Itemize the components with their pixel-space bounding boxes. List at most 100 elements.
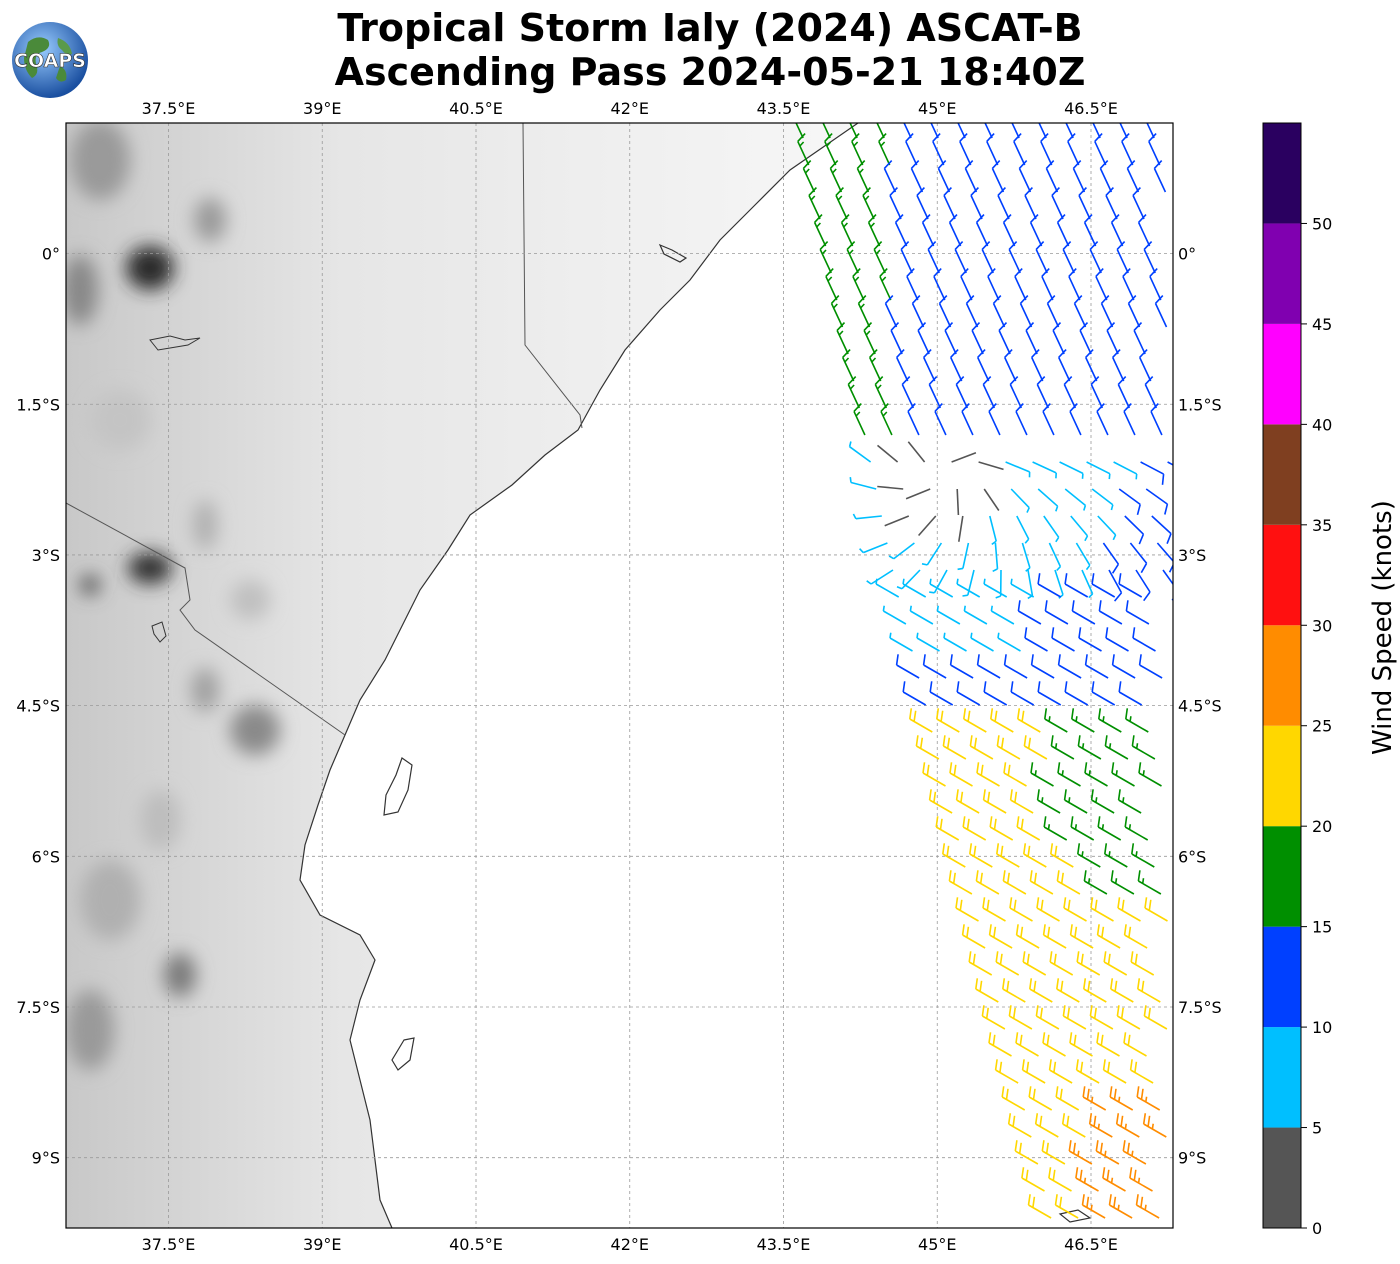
wind-barb <box>1162 569 1173 601</box>
wind-barb <box>990 605 1015 625</box>
land-shading <box>66 123 858 1228</box>
wind-barb <box>1095 268 1108 301</box>
wind-barb <box>995 569 1002 599</box>
wind-barb <box>905 133 918 166</box>
wind-barb <box>1082 1086 1107 1111</box>
lat-label-right: 9°S <box>1178 1149 1206 1168</box>
island-zanzibar <box>383 757 413 816</box>
wind-barb <box>1018 160 1032 193</box>
wind-barb <box>1124 515 1145 545</box>
wind-barb <box>987 268 1000 301</box>
wind-barb <box>1140 461 1165 485</box>
wind-barb <box>1064 573 1089 598</box>
wind-barb <box>847 376 861 409</box>
wind-barb <box>1123 1032 1147 1057</box>
wind-barb <box>1062 1005 1087 1030</box>
lat-label-left: 7.5°S <box>16 998 60 1017</box>
wind-barb <box>938 295 952 328</box>
wind-barb <box>1096 1032 1120 1057</box>
wind-barb <box>1036 376 1050 409</box>
lon-label-top: 43.5°E <box>757 99 811 118</box>
wind-barb <box>1130 951 1155 976</box>
wind-barb <box>1075 1059 1100 1084</box>
wind-barb <box>959 133 972 166</box>
colorbar-segment <box>1263 323 1301 425</box>
wind-barb <box>1096 924 1121 949</box>
wind-barb <box>1090 789 1115 814</box>
colorbar-segment <box>1263 223 1301 324</box>
wind-barb <box>849 476 877 490</box>
lat-label-right: 4.5°S <box>1178 697 1222 716</box>
wind-barb <box>1084 654 1109 679</box>
wind-barb <box>929 578 954 598</box>
wind-barb <box>901 376 915 409</box>
wind-barb <box>1125 708 1149 733</box>
wind-barb <box>911 295 925 328</box>
wind-barb <box>943 187 956 220</box>
wind-barb <box>989 515 997 546</box>
wind-barb <box>962 816 987 841</box>
wind-barb <box>1113 461 1138 480</box>
wind-barb <box>932 133 945 166</box>
wind-barb <box>894 214 908 247</box>
wind-barb <box>835 187 848 220</box>
wind-barb <box>1102 1167 1126 1192</box>
wind-barb <box>1079 322 1092 355</box>
wind-barb <box>1069 924 1094 949</box>
wind-barb <box>808 187 821 220</box>
wind-barb <box>927 241 940 274</box>
wind-barb <box>936 708 960 733</box>
wind-barb <box>1138 654 1163 679</box>
wind-barb <box>1084 349 1098 382</box>
wind-barb <box>1110 978 1134 1003</box>
colorbar-tick-label: 40 <box>1312 415 1332 434</box>
wind-barb <box>840 214 854 247</box>
wind-barb <box>1118 488 1141 516</box>
wind-barb <box>1030 349 1044 382</box>
wind-barb <box>880 403 893 436</box>
wind-barb <box>1056 870 1081 895</box>
wind-barb <box>978 461 1004 471</box>
wind-barb <box>1096 403 1109 436</box>
wind-barb <box>1029 214 1043 247</box>
wind-barb <box>956 681 981 706</box>
wind-barb <box>1116 241 1129 274</box>
wind-barb <box>981 241 994 274</box>
wind-barb <box>1127 295 1141 328</box>
wind-barb <box>1144 376 1158 409</box>
wind-barb <box>1129 1059 1154 1084</box>
wind-barb <box>1144 897 1168 922</box>
wind-barb <box>1051 627 1075 652</box>
wind-barb <box>1021 1059 1046 1084</box>
wind-barb <box>909 605 934 625</box>
wind-barb <box>1043 515 1060 543</box>
wind-barb <box>996 843 1020 868</box>
wind-barb <box>982 789 1007 814</box>
island-mafia <box>391 1037 415 1071</box>
wind-barb <box>983 488 1000 511</box>
wind-barb <box>1057 349 1071 382</box>
wind-barb <box>1023 843 1047 868</box>
wind-barb <box>825 268 838 301</box>
wind-barb <box>1068 268 1081 301</box>
colorbar-frame <box>1262 122 1302 1229</box>
wind-barb <box>961 403 974 436</box>
wind-barb <box>968 951 993 976</box>
wind-barb <box>1078 187 1091 220</box>
wind-barb <box>1057 762 1081 787</box>
wind-barb <box>1017 600 1042 625</box>
wind-barb <box>1022 951 1047 976</box>
wind-barb <box>992 295 1006 328</box>
wind-barb <box>1044 708 1068 733</box>
wind-barb <box>1137 978 1161 1003</box>
wind-barb <box>918 515 937 537</box>
wind-barb <box>1137 214 1151 247</box>
wind-barb <box>1091 681 1116 706</box>
wind-barb <box>1028 1086 1053 1111</box>
wind-barb <box>1059 461 1084 479</box>
wind-barb <box>1030 762 1054 787</box>
wind-barb <box>1014 1140 1039 1165</box>
lake-small <box>151 621 167 643</box>
wind-barb <box>1069 1032 1093 1057</box>
wind-barb <box>991 160 1005 193</box>
